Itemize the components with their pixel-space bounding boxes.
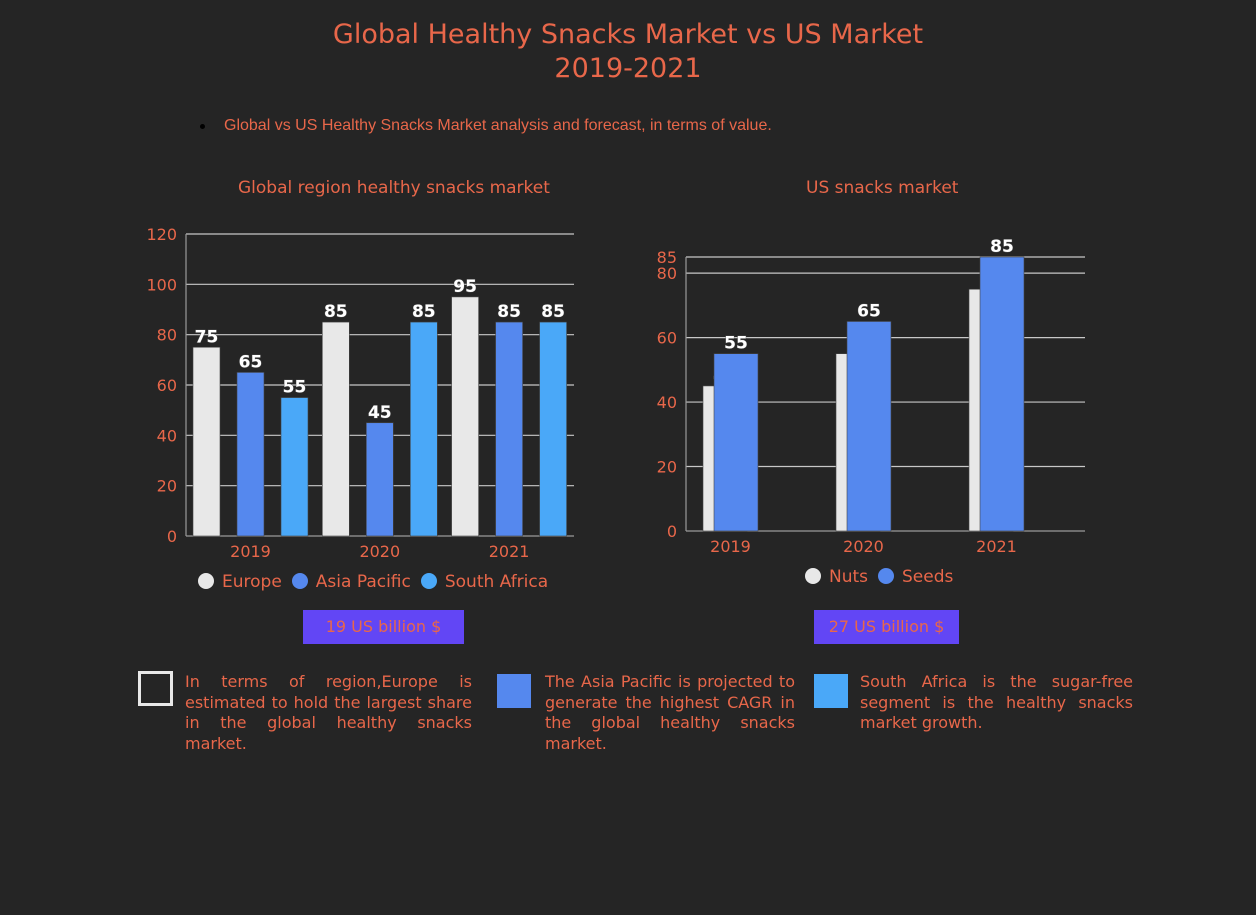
note-asia-pacific: The Asia Pacific is projected to generat… — [545, 672, 795, 753]
bar-1-seeds-2019 — [713, 353, 759, 532]
y-tick-label-1-1: 20 — [657, 458, 677, 477]
data-label-0-asia-pacific-2019: 65 — [239, 352, 263, 372]
data-label-0-asia-pacific-2020: 45 — [368, 403, 392, 423]
bar-1-seeds-2020 — [846, 321, 892, 532]
y-tick-label-0-2: 40 — [157, 426, 177, 445]
x-tick-label-1-2020: 2020 — [843, 537, 884, 556]
y-tick-label-1-0: 0 — [667, 522, 677, 541]
legend-global: Europe Asia Pacific South Africa — [198, 572, 558, 592]
note-swatch-europe — [138, 671, 173, 706]
data-label-0-south-africa-2021: 85 — [541, 302, 565, 322]
y-tick-label-0-5: 100 — [146, 275, 177, 294]
legend-label: Europe — [222, 572, 282, 592]
legend-item-nuts: Nuts — [805, 567, 868, 587]
bar-0-south-africa-2021 — [539, 321, 567, 537]
legend-label: Nuts — [829, 567, 869, 587]
data-label-1-seeds-2019: 55 — [724, 334, 748, 354]
bar-1-seeds-2021 — [979, 256, 1025, 532]
x-tick-label-1-2021: 2021 — [976, 537, 1017, 556]
legend-dot-icon — [878, 568, 895, 584]
legend-dot-icon — [420, 573, 437, 589]
data-label-0-south-africa-2020: 85 — [412, 302, 436, 322]
y-tick-label-0-4: 80 — [157, 326, 177, 345]
chart-title-global: Global region healthy snacks market — [238, 178, 550, 198]
title-line-2: 2019-2021 — [554, 53, 702, 84]
x-tick-label-0-2021: 2021 — [489, 542, 530, 561]
data-label-0-asia-pacific-2021: 85 — [497, 302, 521, 322]
y-tick-label-0-6: 120 — [146, 225, 177, 244]
total-badge-global: 19 US billion $ — [303, 610, 464, 644]
y-tick-label-0-0: 0 — [167, 527, 177, 546]
legend-item-seeds: Seeds — [878, 567, 953, 587]
note-europe: In terms of region,Europe is estimated t… — [185, 672, 472, 753]
legend-us: Nuts Seeds — [805, 567, 963, 587]
data-label-0-europe-2019: 75 — [195, 327, 219, 347]
page-title: Global Healthy Snacks Market vs US Marke… — [0, 18, 1256, 86]
bar-0-asia-pacific-2020 — [365, 422, 394, 537]
x-tick-label-0-2020: 2020 — [359, 542, 400, 561]
data-label-1-seeds-2021: 85 — [990, 237, 1014, 257]
bar-0-south-africa-2019 — [280, 397, 309, 537]
bar-0-europe-2020 — [321, 321, 350, 537]
y-tick-label-1-3: 60 — [657, 329, 677, 348]
bullet-dot-icon — [200, 124, 205, 129]
legend-dot-icon — [198, 573, 214, 589]
note-south-africa: South Africa is the sugar-free segment i… — [860, 672, 1133, 732]
chart-title-us: US snacks market — [806, 178, 959, 198]
data-label-0-europe-2020: 85 — [324, 302, 348, 322]
description-text: Global vs US Healthy Snacks Market analy… — [224, 117, 772, 134]
legend-dot-icon — [291, 573, 308, 589]
legend-label: Asia Pacific — [315, 572, 411, 592]
total-badge-us: 27 US billion $ — [814, 610, 959, 644]
legend-dot-icon — [805, 568, 821, 584]
x-tick-label-1-2019: 2019 — [710, 537, 751, 556]
y-tick-label-1-4: 80 — [657, 264, 677, 283]
bar-0-europe-2021 — [451, 296, 479, 537]
note-swatch-south-africa — [814, 674, 848, 708]
bar-0-south-africa-2020 — [409, 321, 438, 537]
data-label-0-europe-2021: 95 — [453, 277, 477, 297]
title-line-1: Global Healthy Snacks Market vs US Marke… — [332, 19, 924, 50]
y-tick-label-0-3: 60 — [157, 376, 177, 395]
data-label-0-south-africa-2019: 55 — [283, 378, 307, 398]
bar-0-asia-pacific-2021 — [495, 321, 523, 537]
note-swatch-asia-pacific — [497, 674, 531, 708]
legend-label: South Africa — [444, 572, 549, 592]
legend-item-asia-pacific: Asia Pacific — [291, 572, 411, 592]
bar-0-europe-2019 — [192, 346, 221, 537]
y-tick-label-1-2: 40 — [657, 393, 677, 412]
legend-label: Seeds — [902, 567, 954, 587]
bar-0-asia-pacific-2019 — [236, 372, 265, 537]
legend-item-south-africa: South Africa — [420, 572, 549, 592]
y-tick-label-1-5: 85 — [657, 248, 677, 267]
y-tick-label-0-1: 20 — [157, 477, 177, 496]
x-tick-label-0-2019: 2019 — [230, 542, 271, 561]
legend-item-europe: Europe — [198, 572, 282, 592]
data-label-1-seeds-2020: 65 — [857, 301, 881, 321]
